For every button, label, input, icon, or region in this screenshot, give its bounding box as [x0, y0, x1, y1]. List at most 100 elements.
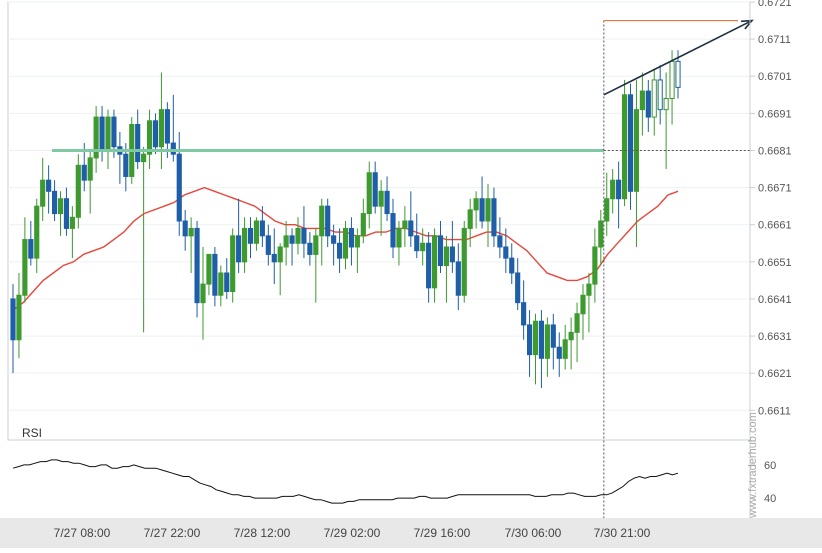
candle-body — [598, 220, 604, 248]
candle-body — [378, 190, 384, 207]
watermark: www.fxtraderhub.com — [747, 412, 759, 519]
candle-body — [420, 242, 426, 252]
candle-body — [509, 257, 515, 274]
candle-body — [182, 220, 188, 237]
x-axis-band — [0, 518, 822, 548]
candle-body — [426, 242, 432, 289]
y-tick-label: 0.6691 — [758, 108, 792, 120]
candle-body — [544, 324, 550, 359]
candle-body — [28, 239, 34, 259]
candle-body — [331, 235, 337, 244]
y-tick-label: 0.6651 — [758, 257, 792, 269]
candle-body — [550, 324, 556, 348]
candle-body — [402, 220, 408, 229]
candle-body — [604, 198, 610, 222]
candle-body — [135, 123, 141, 163]
candle-body — [336, 242, 343, 259]
candle-body — [87, 157, 93, 181]
candle-body — [485, 198, 491, 222]
y-tick-label: 0.6661 — [758, 220, 792, 232]
candle-body — [301, 227, 307, 244]
candle-body — [538, 320, 545, 359]
y-tick-label: 0.6701 — [758, 71, 792, 83]
candle-body — [69, 216, 75, 229]
candle-body — [141, 153, 147, 163]
candle-body — [651, 79, 657, 118]
x-tick-label: 7/30 21:00 — [594, 526, 651, 540]
candle-body — [236, 235, 242, 263]
x-tick-label: 7/29 16:00 — [414, 526, 471, 540]
candle-body — [503, 246, 509, 259]
candle-body — [342, 227, 349, 259]
candle-body — [253, 220, 260, 244]
candle-body — [224, 272, 230, 293]
candle-body — [194, 227, 200, 304]
candle-body — [170, 142, 176, 155]
candle-body — [437, 235, 444, 267]
y-tick-label: 0.6621 — [758, 368, 792, 380]
candle-body — [455, 261, 461, 296]
candle-body — [81, 164, 87, 181]
candle-body — [467, 209, 473, 229]
candle-body — [657, 79, 663, 111]
candle-body — [616, 179, 622, 200]
rsi-panel: 60 40 RSI — [8, 2, 776, 518]
candle-body — [348, 227, 355, 248]
candle-body — [627, 94, 634, 192]
candle-body — [247, 227, 254, 244]
candle-body — [313, 235, 319, 255]
candle-body — [592, 246, 598, 285]
candle-body — [639, 90, 645, 111]
candle-body — [200, 283, 206, 304]
trend-arrow-line — [603, 19, 753, 96]
candle-body — [57, 198, 64, 215]
candle-body — [34, 205, 40, 259]
candle-body — [414, 235, 420, 252]
candle-body — [491, 198, 497, 237]
candle-body — [461, 227, 467, 296]
candle-body — [176, 153, 182, 222]
y-tick-label: 0.6681 — [758, 145, 792, 157]
candle-body — [16, 294, 22, 341]
candle-body — [230, 235, 236, 293]
candle-body — [22, 239, 28, 296]
candle-body — [63, 198, 70, 229]
candle-body — [621, 94, 628, 200]
candle-body — [669, 60, 675, 100]
candle-body — [526, 324, 533, 356]
candle-body — [390, 213, 396, 248]
trend-arrow-head — [740, 19, 754, 30]
candle-body — [123, 153, 129, 177]
candle-body — [574, 313, 580, 333]
candle-body — [289, 235, 295, 244]
candle-body — [283, 235, 289, 248]
candle-body — [325, 205, 331, 237]
candle-body — [241, 227, 248, 263]
candle-body — [384, 190, 390, 215]
candle-body — [99, 116, 105, 151]
candle-body — [206, 253, 212, 285]
rsi-tick-label: 40 — [764, 493, 776, 505]
candle-body — [396, 227, 402, 248]
candle-body — [449, 246, 455, 263]
candle-body — [105, 116, 111, 151]
candle-body — [497, 235, 503, 248]
candle-body — [610, 179, 616, 200]
candle-body — [532, 320, 539, 356]
x-axis: 7/27 08:00 7/27 22:00 7/28 12:00 7/29 02:00… — [0, 518, 822, 548]
candle-body — [46, 179, 52, 192]
y-tick-label: 0.6711 — [758, 34, 791, 46]
x-tick-label: 7/27 08:00 — [54, 526, 111, 540]
candle-body — [111, 116, 117, 148]
candle-body — [360, 213, 366, 237]
candle-body — [188, 227, 194, 237]
candle-body — [568, 331, 574, 341]
candle-body — [473, 198, 479, 211]
candle-body — [675, 60, 681, 88]
candle-body — [152, 120, 159, 148]
candle-body — [443, 246, 450, 267]
candle-body — [271, 253, 277, 263]
candle-body — [259, 220, 265, 237]
candle-body — [663, 98, 669, 111]
